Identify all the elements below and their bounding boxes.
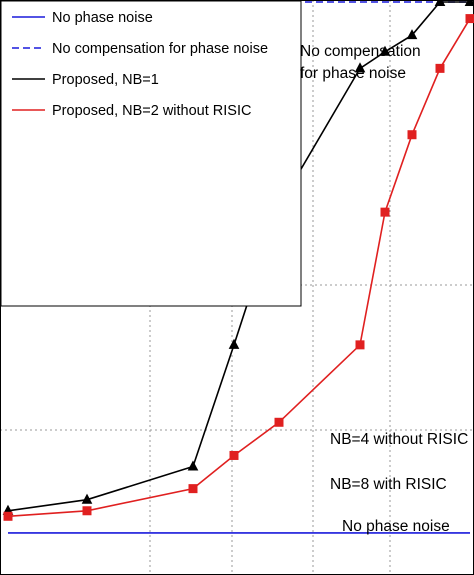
series-2-point-2 [187, 460, 199, 471]
annotation-no-comp-line2: for phase noise [300, 65, 406, 82]
annotation-no-comp-line1: No compensation [300, 43, 421, 60]
series-2-point-6 [379, 45, 391, 56]
annotation-nb4: NB=4 without RISIC [330, 431, 468, 448]
series-2-point-1 [81, 493, 93, 504]
series-line-3 [7, 18, 471, 518]
annotation-nb8: NB=8 with RISIC [330, 476, 447, 493]
series-3-point-0 [3, 511, 13, 521]
legend-label-2: Proposed, NB=1 [52, 72, 159, 88]
series-2-point-8 [434, 0, 446, 6]
legend-label-3: Proposed, NB=2 without RISIC [52, 103, 251, 119]
series-3-point-5 [355, 340, 365, 350]
annotation-no-pn: No phase noise [342, 518, 450, 535]
series-3-point-8 [435, 63, 445, 73]
series-3-point-9 [465, 14, 474, 24]
series-2-point-5 [354, 62, 366, 73]
series-2-point-7 [406, 29, 418, 40]
series-3-point-3 [229, 450, 239, 460]
series-2-point-3 [228, 338, 240, 349]
series-3-point-1 [82, 506, 92, 516]
series-3-point-2 [188, 484, 198, 494]
legend-label-1: No compensation for phase noise [52, 41, 268, 57]
series-2-point-9 [464, 0, 474, 6]
series-3-point-6 [380, 207, 390, 217]
series-3-point-4 [274, 417, 284, 427]
legend: No phase noise No compensation for phase … [0, 0, 302, 307]
series-line-2 [7, 1, 470, 512]
legend-box [0, 0, 302, 307]
annotations: No compensation for phase noise NB=4 witho… [300, 43, 468, 535]
legend-label-0: No phase noise [52, 10, 153, 26]
series-3-point-7 [407, 130, 417, 140]
